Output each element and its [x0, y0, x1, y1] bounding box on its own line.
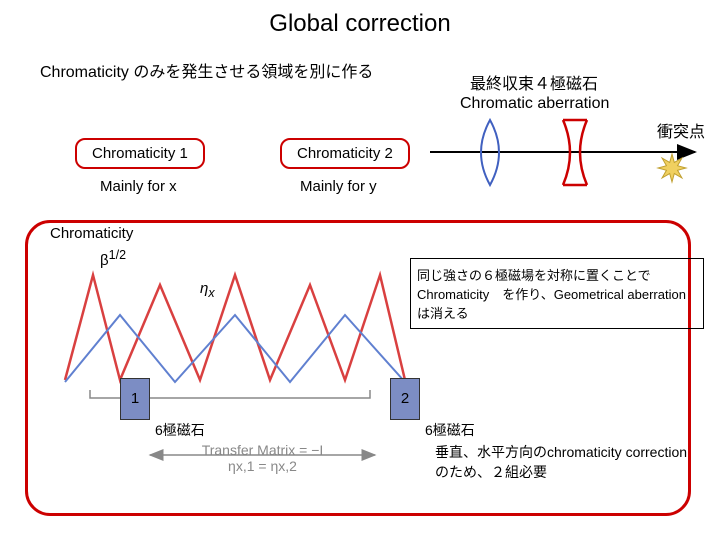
convex-lens-icon — [481, 120, 499, 185]
sextupole-1-label: 6極磁石 — [155, 420, 205, 440]
formula-area: Transfer Matrix = −I ηx,1 = ηx,2 — [150, 442, 375, 474]
mainly-x-label: Mainly for x — [100, 178, 177, 195]
eta-label: ηx — [200, 280, 215, 300]
final-focus-label: 最終収束４極磁石 — [470, 70, 598, 94]
collision-star-icon — [658, 154, 686, 182]
chromaticity-1-box: Chromaticity 1 — [75, 138, 205, 169]
magnet-1-box: 1 — [120, 378, 150, 420]
beta-symbol: β — [100, 252, 109, 269]
transfer-matrix-formula: Transfer Matrix = −I — [150, 442, 375, 458]
eta-subscript: x — [208, 286, 214, 300]
bottom-note: 垂直、水平方向のchromaticity correction のため、２組必要 — [435, 442, 695, 482]
magnet-2-box: 2 — [390, 378, 420, 420]
chromatic-aberration-label: Chromatic aberration — [460, 95, 609, 113]
mainly-y-label: Mainly for y — [300, 178, 377, 195]
beta-label: β1/2 — [100, 248, 126, 269]
chromaticity-2-box: Chromaticity 2 — [280, 138, 410, 169]
collision-point-label: 衝突点 — [657, 118, 705, 142]
info-box: 同じ強さの６極磁場を対称に置くことでChromaticity を作り、Geome… — [410, 258, 704, 329]
concave-lens-icon — [563, 120, 587, 185]
chromaticity-label: Chromaticity — [50, 225, 133, 242]
subtitle: Chromaticity のみを発生させる領域を別に作る — [40, 58, 373, 82]
eta-equality-formula: ηx,1 = ηx,2 — [150, 458, 375, 474]
beta-exponent: 1/2 — [109, 248, 126, 262]
sextupole-2-label: 6極磁石 — [425, 420, 475, 440]
page-title: Global correction — [0, 0, 720, 38]
